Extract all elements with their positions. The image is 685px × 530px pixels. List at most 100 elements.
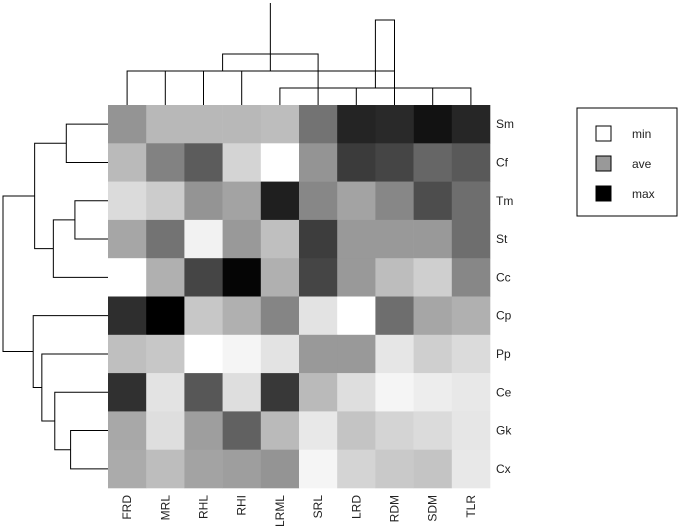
heatmap-cell-Ce-RDM — [375, 373, 414, 412]
heatmap-cell-Tm-MRL — [146, 181, 185, 221]
column-label-RHL: RHL — [197, 495, 211, 519]
column-dendrogram — [126, 3, 472, 105]
heatmap-cell-Cp-RHL — [184, 296, 223, 336]
row-label-Cp: Cp — [496, 309, 512, 323]
heatmap-cell-Cf-RHI — [222, 143, 262, 182]
row-label-Cc: Cc — [496, 270, 511, 284]
heatmap-cell-Pp-FRD — [108, 334, 147, 374]
column-label-RDM: RDM — [388, 495, 402, 522]
heatmap-cell-Sm-LRML — [260, 105, 300, 144]
heatmap-cell-Gk-SRL — [299, 411, 338, 450]
heatmap-cell-St-SRL — [299, 219, 338, 259]
heatmap-cell-Ce-RHI — [222, 373, 262, 412]
heatmap-cell-Gk-RHI — [222, 411, 262, 450]
row-label-Ce: Ce — [496, 385, 512, 399]
legend-label-max: max — [632, 187, 655, 201]
heatmap-cell-Cc-RHI — [222, 258, 262, 297]
heatmap-cell-Cx-SDM — [413, 449, 453, 489]
column-dendrogram-link-3 — [279, 87, 472, 105]
heatmap-cell-Sm-RHI — [222, 105, 262, 144]
row-dendrogram-link-2 — [74, 200, 108, 240]
heatmap-cell-Cf-LRML — [260, 143, 300, 182]
heatmap-cell-Ce-FRD — [108, 373, 147, 412]
row-dendrogram-link-4 — [34, 142, 67, 250]
heatmap-cell-Ce-MRL — [146, 373, 185, 412]
row-dendrogram-link-9 — [2, 195, 35, 353]
heatmap-cell-Cf-TLR — [451, 143, 491, 182]
heatmap-cell-Cp-LRML — [260, 296, 300, 336]
heatmap-cell-Cx-FRD — [108, 449, 147, 489]
row-dendrogram-link-8 — [32, 315, 108, 388]
legend-box — [576, 107, 678, 217]
heatmap-cell-Sm-SDM — [413, 105, 453, 144]
heatmap-cell-Ce-TLR — [451, 373, 491, 412]
legend-label-min: min — [632, 127, 651, 141]
heatmap-cell-Cp-LRD — [337, 296, 376, 336]
legend-label-ave: ave — [632, 157, 652, 171]
column-label-FRD: FRD — [120, 495, 134, 520]
heatmap-cell-Pp-LRD — [337, 334, 376, 374]
heatmap-cell-Sm-TLR — [451, 105, 491, 144]
legend-swatch-max — [595, 185, 612, 202]
heatmap-cell-Cf-MRL — [146, 143, 185, 182]
column-label-LRD: LRD — [349, 495, 363, 519]
heatmap-cell-Cc-FRD — [108, 258, 147, 297]
heatmap-cell-Cf-RHL — [184, 143, 223, 182]
heatmap-cell-Gk-FRD — [108, 411, 147, 450]
heatmap-cell-Cx-LRD — [337, 449, 376, 489]
legend-swatch-ave — [595, 155, 612, 172]
heatmap-cell-St-FRD — [108, 219, 147, 259]
row-labels: Sm Cf Tm St Cc Cp Pp Ce Gk Cx — [496, 117, 514, 476]
row-label-St: St — [496, 232, 508, 246]
row-dendrogram — [2, 123, 108, 470]
heatmap-cell-Sm-MRL — [146, 105, 185, 144]
heatmap-cell-Cp-FRD — [108, 296, 147, 336]
heatmap-cell-Gk-RDM — [375, 411, 414, 450]
heatmap-cell-Cc-LRD — [337, 258, 376, 297]
heatmap-cell-Ce-LRML — [260, 373, 300, 412]
row-label-Gk: Gk — [496, 424, 512, 438]
heatmap-cell-Sm-LRD — [337, 105, 376, 144]
heatmap-cell-Cx-MRL — [146, 449, 185, 489]
legend: min ave max — [576, 107, 678, 217]
heatmap-cell-St-MRL — [146, 219, 185, 259]
heatmap-cell-Gk-LRD — [337, 411, 376, 450]
heatmap-cell-Cc-MRL — [146, 258, 185, 297]
heatmap-cell-Cf-LRD — [337, 143, 376, 182]
row-label-Cx: Cx — [496, 462, 511, 476]
column-label-RHI: RHI — [235, 495, 249, 516]
heatmap-cell-Cx-TLR — [451, 449, 491, 489]
row-dendrogram-link-6 — [54, 391, 108, 451]
column-label-LRML: LRML — [273, 495, 287, 527]
heatmap-cell-Cf-SRL — [299, 143, 338, 182]
column-label-TLR: TLR — [464, 495, 478, 518]
heatmap-cell-Cx-SRL — [299, 449, 338, 489]
heatmap-cell-Cf-FRD — [108, 143, 147, 182]
heatmap-cell-Cf-SDM — [413, 143, 453, 182]
heatmap-cell-Pp-SDM — [413, 334, 453, 374]
heatmap-cell-Cp-TLR — [451, 296, 491, 336]
row-dendrogram-link-1 — [65, 123, 108, 163]
heatmap-cell-Pp-LRML — [260, 334, 300, 374]
heatmap-cell-Pp-MRL — [146, 334, 185, 374]
heatmap-cell-Cc-TLR — [451, 258, 491, 297]
heatmap-cell-Ce-SDM — [413, 373, 453, 412]
heatmap-cell-St-RHI — [222, 219, 262, 259]
heatmap-cell-St-RDM — [375, 219, 414, 259]
heatmap-cell-Sm-RHL — [184, 105, 223, 144]
heatmap-cell-Tm-RDM — [375, 181, 414, 221]
heatmap-cell-Pp-RHL — [184, 334, 223, 374]
heatmap-cell-Cp-RDM — [375, 296, 414, 336]
heatmap-cell-Pp-SRL — [299, 334, 338, 374]
heatmap-cell-Cc-RHL — [184, 258, 223, 297]
heatmap-cell-Gk-LRML — [260, 411, 300, 450]
heatmap-cell-Sm-FRD — [108, 105, 147, 144]
heatmap-cell-Gk-SDM — [413, 411, 453, 450]
heatmap-cell-Tm-RHL — [184, 181, 223, 221]
heatmap-cell-St-LRML — [260, 219, 300, 259]
heatmap-cell-Tm-TLR — [451, 181, 491, 221]
heatmap-cell-Ce-LRD — [337, 373, 376, 412]
heatmap-cell-St-RHL — [184, 219, 223, 259]
column-label-MRL: MRL — [158, 495, 172, 521]
heatmap-cell-Cx-RHL — [184, 449, 223, 489]
